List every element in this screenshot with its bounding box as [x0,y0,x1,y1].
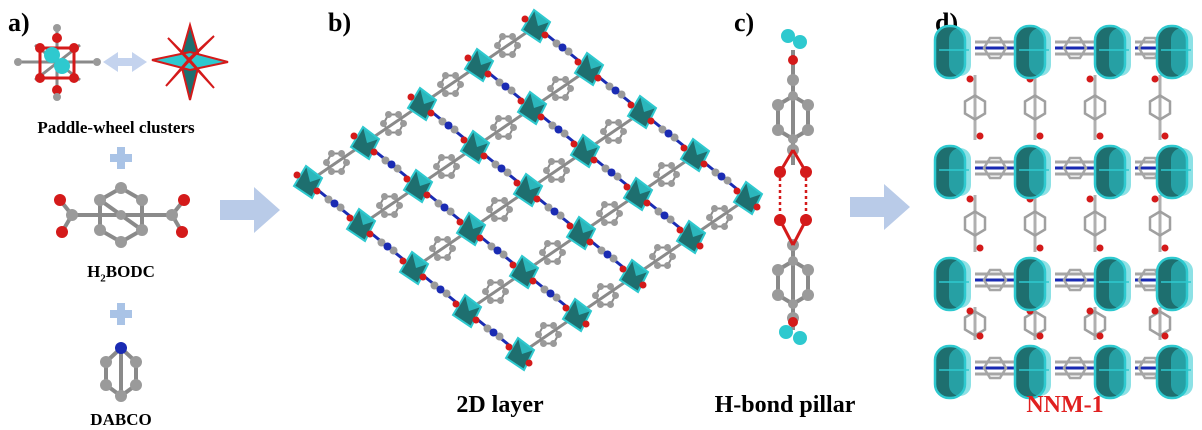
nnm-1-framework [933,24,1193,400]
2d-layer-structure [292,8,764,372]
panel-c-label: c) [734,8,755,37]
h2bodc-subscript: 2 [100,272,106,285]
dabco-caption: DABCO [90,410,152,429]
panel-a: a) [0,0,230,429]
h2bodc-suffix: BODC [105,262,155,281]
h2bodc-prefix: H [87,262,101,281]
nnm-1-caption: NNM-1 [1026,392,1104,418]
panel-b: b) 2D layer [290,0,764,428]
h-bond-pillar-structure [772,29,814,345]
paddle-wheel-caption: Paddle-wheel clusters [37,118,195,137]
panel-d: d) NNM-1 [915,0,1202,428]
arrow-a-to-b [220,187,280,233]
panel-a-label: a) [8,8,30,37]
panel-c: c) H-b [715,0,856,428]
arrow-c-to-d [850,184,910,230]
2d-layer-caption: 2D layer [456,392,544,418]
panel-b-label: b) [328,8,352,37]
paddle-wheel-ball-stick [14,21,229,402]
h2bodc-caption: H2BODC [0,262,242,284]
h-bond-pillar-caption: H-bond pillar [714,392,856,418]
